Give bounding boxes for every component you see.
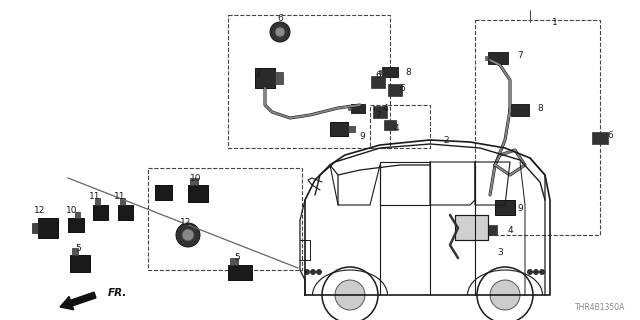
Bar (348, 106, 351, 110)
Bar (371, 76, 385, 88)
Bar (93, 205, 108, 220)
Bar (382, 67, 398, 77)
Circle shape (490, 280, 520, 310)
Circle shape (527, 269, 532, 275)
Bar (190, 178, 198, 185)
Circle shape (275, 27, 285, 37)
Circle shape (176, 223, 200, 247)
Text: 7: 7 (517, 51, 523, 60)
Bar (348, 126, 355, 132)
Circle shape (534, 269, 538, 275)
Text: 3: 3 (497, 247, 503, 257)
Text: 4: 4 (382, 103, 388, 113)
Text: FR.: FR. (108, 288, 127, 298)
Bar (485, 56, 488, 60)
Bar (188, 185, 208, 202)
Bar (32, 223, 38, 233)
Bar (455, 215, 488, 240)
Bar (483, 225, 497, 235)
Text: 8: 8 (405, 68, 411, 76)
Text: 4: 4 (255, 70, 261, 79)
Text: 6: 6 (277, 13, 283, 22)
Circle shape (182, 229, 194, 241)
Bar (370, 105, 430, 148)
Text: 12: 12 (180, 218, 192, 227)
Bar (228, 15, 390, 148)
Bar (495, 200, 515, 215)
Text: 9: 9 (517, 204, 523, 212)
Bar (388, 84, 402, 96)
Bar (351, 103, 365, 113)
Bar (511, 104, 529, 116)
Bar (255, 68, 275, 88)
Text: 8: 8 (537, 103, 543, 113)
FancyArrow shape (60, 292, 96, 310)
Text: 6: 6 (375, 70, 381, 79)
Text: 2: 2 (443, 135, 449, 145)
Text: 10: 10 (190, 173, 202, 182)
Circle shape (335, 280, 365, 310)
Text: 9: 9 (359, 132, 365, 140)
Text: 6: 6 (607, 131, 613, 140)
Circle shape (270, 22, 290, 42)
Bar (488, 52, 508, 64)
Text: 11: 11 (115, 191, 125, 201)
Text: 6: 6 (399, 84, 405, 92)
Text: 1: 1 (552, 18, 558, 27)
Bar (275, 72, 283, 84)
Bar (475, 20, 600, 235)
Circle shape (310, 269, 316, 275)
Text: THR4B1350A: THR4B1350A (575, 303, 625, 312)
Text: 5: 5 (75, 244, 81, 252)
Bar (38, 218, 58, 238)
Text: 7: 7 (375, 110, 381, 119)
Bar (330, 122, 348, 136)
Bar (384, 120, 396, 130)
Circle shape (317, 269, 321, 275)
Bar (228, 265, 252, 280)
Bar (592, 132, 608, 144)
Bar (455, 215, 488, 240)
Circle shape (540, 269, 545, 275)
Bar (230, 258, 238, 265)
Bar (75, 212, 80, 218)
Bar (379, 70, 382, 74)
Circle shape (305, 269, 310, 275)
Bar (508, 108, 511, 112)
Bar (120, 198, 125, 205)
Text: 4: 4 (393, 124, 399, 132)
Bar (155, 185, 172, 200)
Text: 5: 5 (234, 253, 240, 262)
Text: 4: 4 (507, 226, 513, 235)
Bar (72, 248, 78, 255)
Bar (118, 205, 133, 220)
Text: 12: 12 (35, 205, 45, 214)
Bar (68, 218, 84, 232)
Bar (373, 106, 387, 118)
Bar (95, 198, 100, 205)
Text: 10: 10 (67, 205, 77, 214)
Bar (70, 255, 90, 272)
Text: 11: 11 (89, 191, 100, 201)
Bar (148, 168, 302, 270)
